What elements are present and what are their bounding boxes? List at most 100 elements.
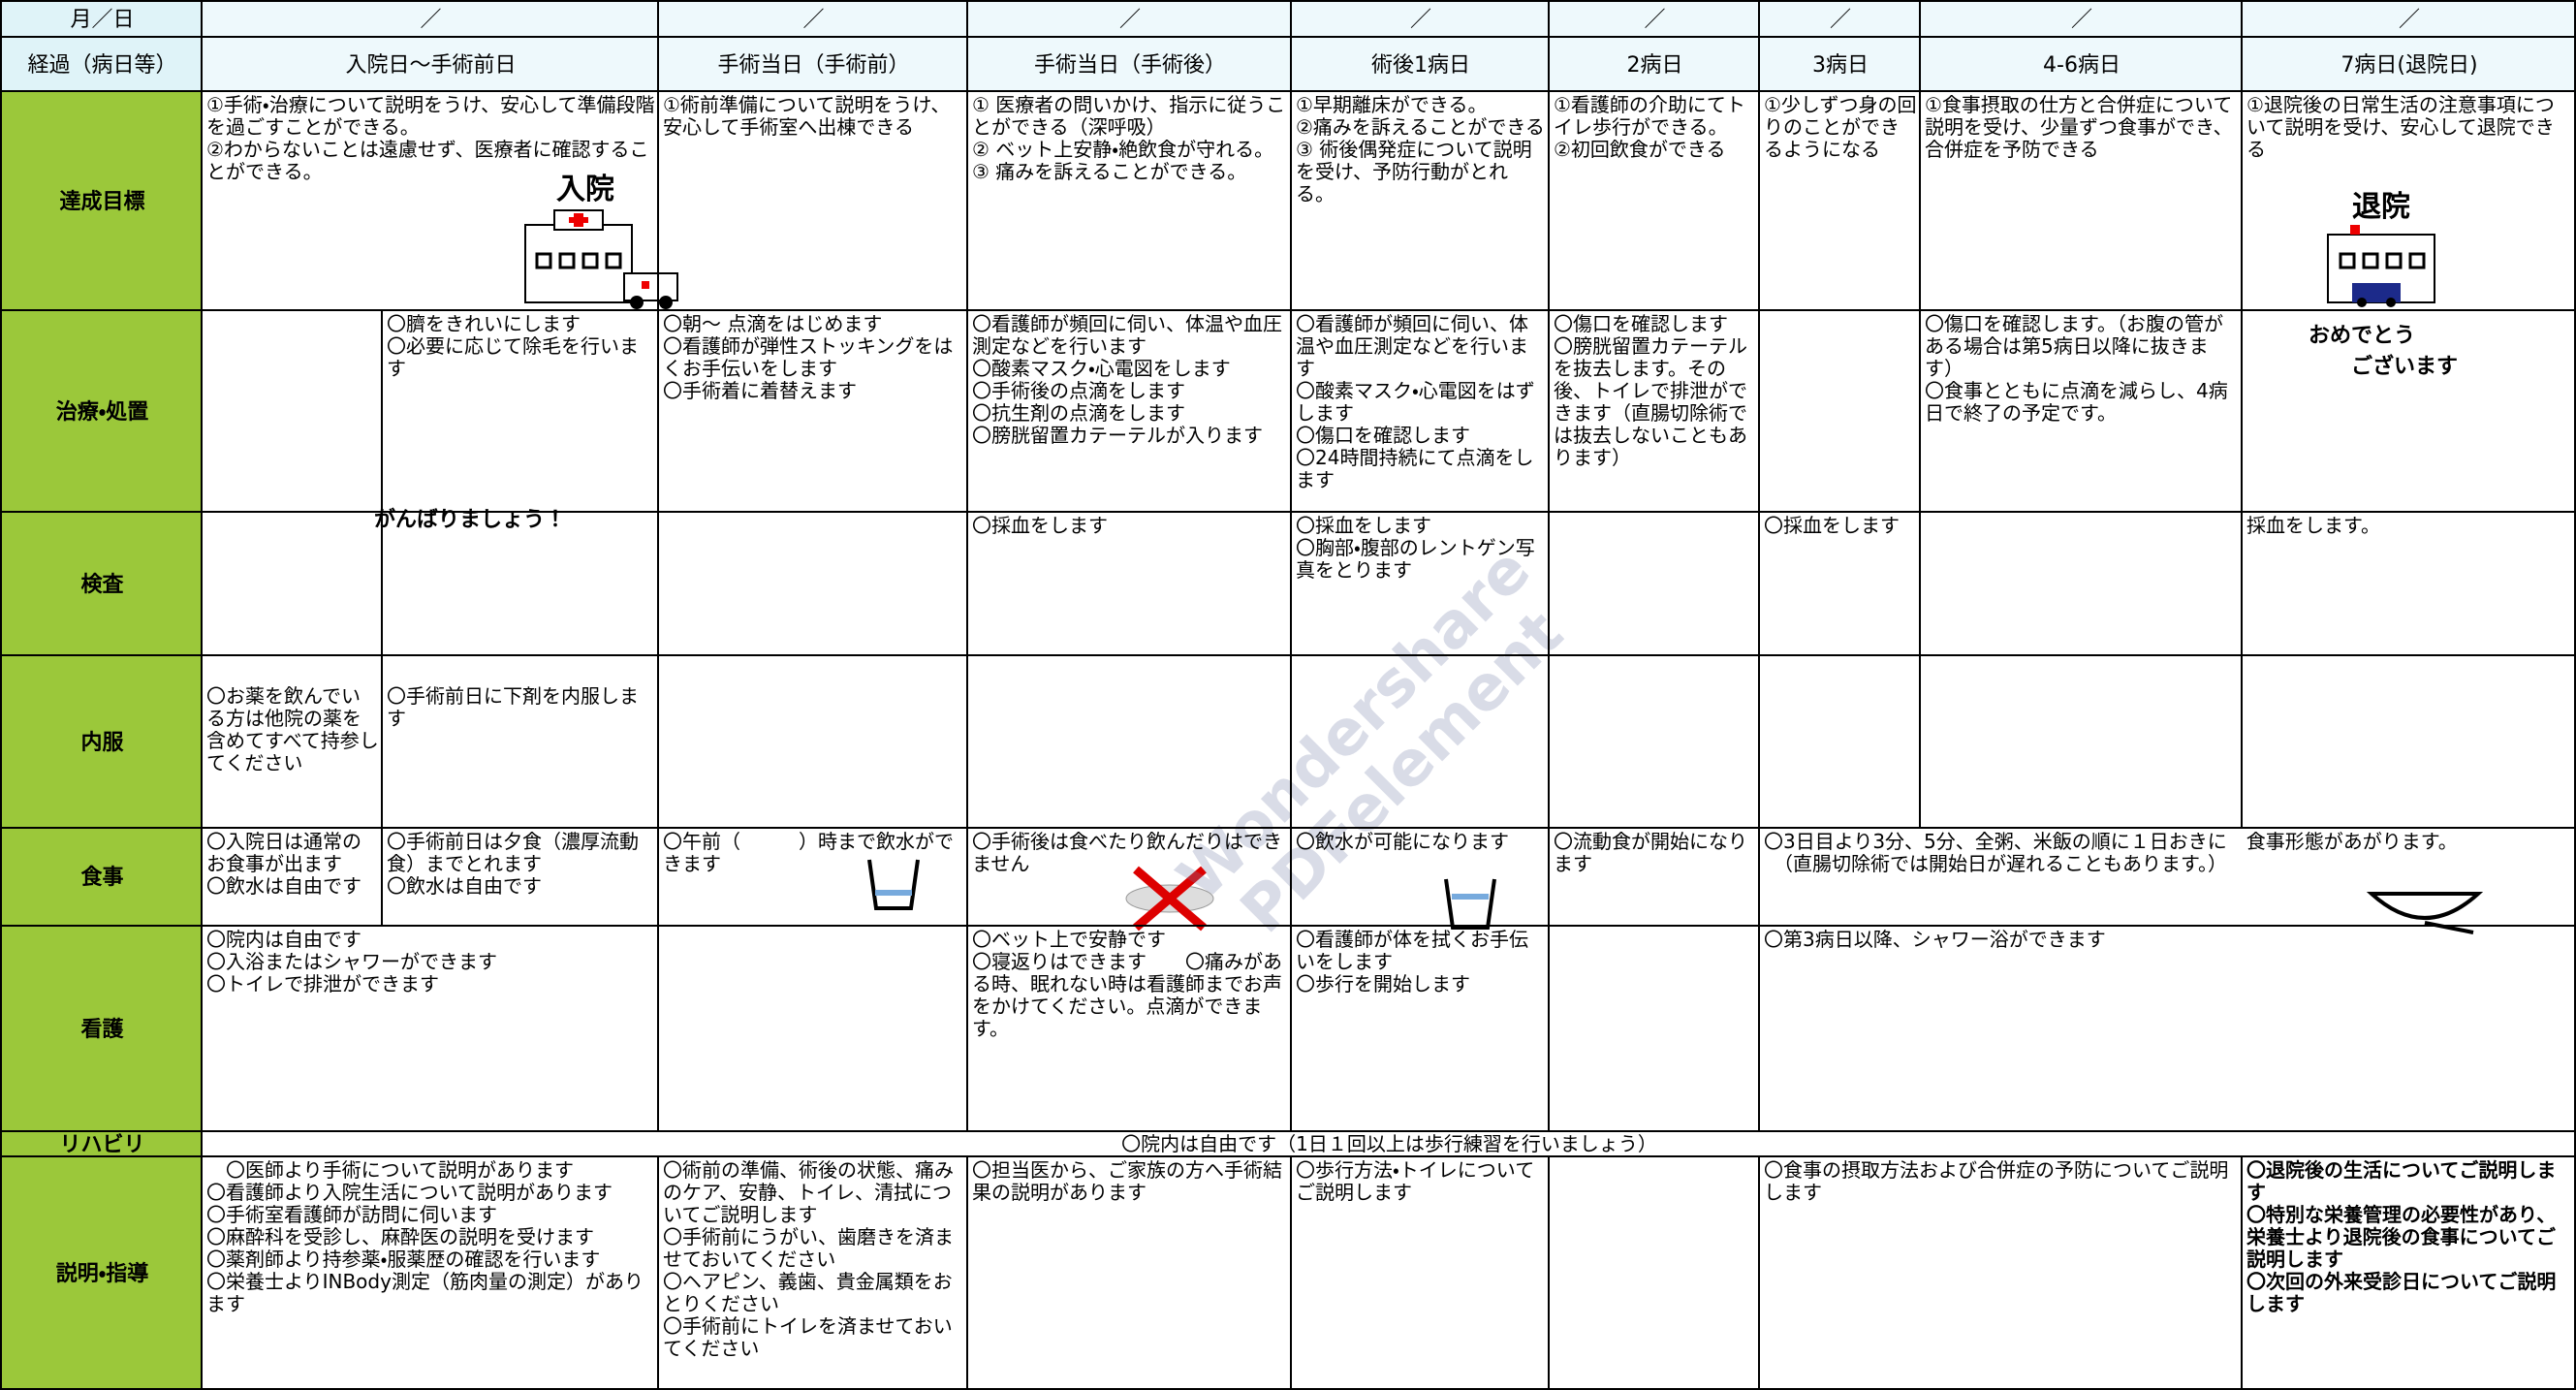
table-cell — [1760, 1157, 2243, 1390]
row-label: 内服 — [80, 730, 124, 755]
cell-text: 〇採血をします — [1764, 514, 1900, 537]
table-cell — [1760, 92, 1921, 311]
table-cell — [659, 311, 968, 513]
table-cell — [1550, 1157, 1760, 1390]
column-header: 7病日(退院日) — [2340, 52, 2478, 78]
date-slot: ／ — [420, 8, 442, 32]
table-cell — [383, 656, 659, 829]
date-slot: ／ — [2398, 8, 2420, 32]
table-cell — [1921, 2, 2243, 38]
cell-text: 〇傷口を確認します。（お腹の管がある場合は第5病日以降に抜きます） 〇食事ととも… — [1925, 312, 2228, 425]
cup-icon — [867, 859, 920, 910]
row-label: 説明・指導 — [55, 1261, 149, 1286]
cell-text: 〇術前の準備、術後の状態、痛みのケア、安静、トイレ、清拭についてご説明します 〇… — [663, 1158, 954, 1360]
cell-text: ①少しずつ身の回りのことができるようになる — [1764, 93, 1917, 161]
table-cell — [2243, 656, 2576, 829]
table-cell — [203, 311, 383, 513]
column-header: 3病日 — [1812, 52, 1869, 78]
hospital-icon — [524, 209, 678, 309]
table-cell — [1760, 656, 1921, 829]
table-cell — [1550, 38, 1760, 92]
header-label: 月／日 — [70, 8, 135, 32]
table-cell — [1921, 38, 2243, 92]
table-cell — [2, 513, 203, 656]
hospital-icon — [2327, 225, 2435, 307]
illustration-caption: 入院 — [556, 173, 614, 206]
cell-text: ①手術・治療について説明をうけ、安心して準備段階を過ごすことができる。 ②わから… — [206, 93, 655, 183]
cell-text: 〇食事の摂取方法および合併症の予防についてご説明します — [1764, 1158, 2229, 1204]
date-slot: ／ — [2070, 8, 2092, 32]
table-cell — [203, 927, 659, 1132]
table-cell — [968, 311, 1292, 513]
table-cell — [968, 513, 1292, 656]
table-cell — [2, 92, 203, 311]
cell-text: 〇歩行方法・トイレについてご説明します — [1296, 1158, 1535, 1204]
cell-text: ①早期離床ができる。 ②痛みを訴えることができる ③ 術後偶発症について説明を受… — [1296, 93, 1545, 205]
table-cell — [968, 656, 1292, 829]
table-cell — [2243, 2, 2576, 38]
illustration-caption: がんばりましょう！ — [374, 508, 567, 532]
table-cell — [1292, 38, 1550, 92]
table-cell — [659, 513, 968, 656]
table-cell — [659, 656, 968, 829]
cell-text: 〇流動食が開始になります — [1554, 830, 1747, 875]
cell-text: 〇採血をします — [972, 514, 1108, 537]
column-header: 入院日～手術前日 — [345, 52, 517, 78]
header-label: 経過（病日等） — [27, 52, 177, 78]
cell-text: 〇手術前日は夕食（濃厚流動食）までとれます 〇飲水は自由です — [387, 830, 639, 898]
table-cell — [1292, 311, 1550, 513]
cell-text: 〇飲水が可能になります — [1296, 830, 1509, 853]
row-label: 検査 — [80, 572, 124, 597]
table-cell — [1292, 927, 1550, 1132]
cell-text: 〇臍をきれいにします 〇必要に応じて除毛を行います — [387, 312, 639, 380]
table-cell — [203, 92, 659, 311]
cell-text: 〇手術前日に下剤を内服します — [387, 684, 639, 730]
table-cell — [2243, 92, 2576, 311]
column-header: 手術当日（手術後） — [1033, 52, 1226, 78]
table-cell — [1550, 927, 1760, 1132]
cell-text: 〇朝～ 点滴をはじめます 〇看護師が弾性ストッキングをはくお手伝いをします 〇手… — [663, 312, 954, 402]
cell-text: ①看護師の介助にてトイレ歩行ができる。 ②初回飲食ができる — [1554, 93, 1745, 161]
row-label: 達成目標 — [59, 189, 145, 214]
table-cell — [2, 927, 203, 1132]
date-slot: ／ — [1644, 8, 1666, 32]
column-header: 術後1病日 — [1371, 52, 1470, 78]
table-cell — [2, 829, 203, 927]
table-cell — [2, 1157, 203, 1390]
cell-text: 〇傷口を確認します 〇膀胱留置カテーテルを抜去します。その後、トイレで排泄ができ… — [1554, 312, 1747, 469]
column-header: 4-6病日 — [2043, 52, 2120, 78]
illustration-caption: おめでとう ございます — [2309, 324, 2459, 379]
cell-text: 〇院内は自由です（1日１回以上は歩行練習を行いましょう） — [1121, 1132, 1657, 1155]
table-cell — [1760, 311, 1921, 513]
cell-text: 〇医師より手術について説明があります 〇看護師より入院生活について説明があります… — [206, 1158, 644, 1315]
table-cell — [968, 927, 1292, 1132]
bowl-icon — [2367, 892, 2483, 934]
table-cell — [203, 513, 383, 656]
table-cell — [1760, 2, 1921, 38]
table-cell — [1550, 92, 1760, 311]
table-cell — [659, 1157, 968, 1390]
table-cell — [2, 656, 203, 829]
table-cell — [1550, 2, 1760, 38]
table-cell — [1760, 513, 1921, 656]
table-cell — [203, 1132, 2576, 1157]
cell-text: 〇看護師が頻回に伺い、体温や血圧測定などを行います 〇酸素マスク・心電図をはずし… — [1296, 312, 1535, 491]
table-cell — [659, 2, 968, 38]
table-cell — [2243, 1157, 2576, 1390]
table-cell — [659, 92, 968, 311]
cell-text: 〇看護師が頻回に伺い、体温や血圧測定などを行います 〇酸素マスク・心電図をします… — [972, 312, 1282, 447]
table-cell — [1760, 829, 2576, 927]
table-cell — [968, 2, 1292, 38]
cell-text: ①食事摂取の仕方と合併症について説明を受け、少量ずつ食事ができ、合併症を予防でき… — [1925, 93, 2233, 161]
table-cell — [1292, 2, 1550, 38]
table-cell — [2243, 38, 2576, 92]
cell-text: 〇採血をします 〇胸部・腹部のレントゲン写真をとります — [1296, 514, 1535, 582]
cell-text: 〇午前（ ）時まで飲水ができます — [663, 830, 954, 875]
row-label: 看護 — [80, 1017, 124, 1042]
cell-text: 〇お薬を飲んでいる方は他院の薬を含めてすべて持参してください — [206, 684, 379, 774]
cell-text: 採血をします。 — [2246, 514, 2380, 537]
table-cell — [2243, 311, 2576, 513]
table-cell — [203, 38, 659, 92]
cell-text: 〇3日目より3分、5分、全粥、米飯の順に１日おきに 食事形態があがります。 （直… — [1764, 830, 2458, 875]
cell-text: 〇退院後の生活についてご説明します 〇特別な栄養管理の必要性があり、栄養士より退… — [2246, 1158, 2557, 1315]
